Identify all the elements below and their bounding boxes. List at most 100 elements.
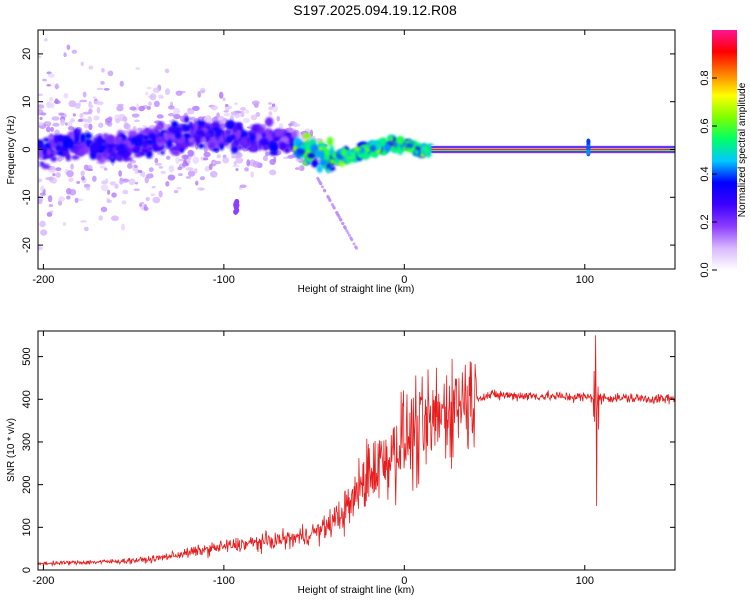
spectrogram-cell [211,121,221,129]
spectrogram-cell [58,112,65,116]
spectrogram-cell [150,193,156,196]
spectrogram-cell [149,173,154,178]
spectrogram-cell [95,136,104,146]
spectrogram-cell [96,106,101,114]
spectrogram-cell [234,102,238,105]
spectrogram-cell [100,80,105,85]
spectrogram-cell [337,215,341,219]
spectrogram-cell [105,134,116,145]
spectrogram-cell [174,130,182,139]
spectrogram-cell [208,142,216,149]
spectrogram-cell [230,111,238,116]
spectrogram-cell [259,138,269,147]
spectrogram-cell [165,181,170,187]
spectrogram-cell [133,188,140,192]
spectrogram-cell [181,124,192,132]
spectrogram-cell [218,133,225,144]
spectrogram-cell [77,148,85,157]
spectrogram-cell [81,176,86,181]
spectrogram-cell [268,106,274,111]
spectrogram-cell [83,226,89,232]
spectrogram-y-tick-label: 10 [21,96,33,108]
spectrogram-cell [227,105,233,110]
spectrogram-cell [223,141,229,147]
spectrogram-cell [231,141,238,148]
spectrogram-cell [64,122,68,126]
spectrogram-cell [204,135,210,143]
snr-y-tick-label: 100 [21,518,33,536]
spectrogram-cell [38,149,45,158]
spectrogram-cell [353,147,361,152]
spectrogram-cell [46,83,52,87]
spectrogram-cell [48,166,57,173]
spectrogram-cell [71,154,80,160]
spectrogram-cell [58,196,65,202]
spectrogram-cell [136,141,144,146]
spectrogram-cell [249,133,256,142]
spectrogram-cell [82,111,91,115]
spectrogram-cell [240,107,246,111]
spectrogram-cell [326,136,334,147]
snr-x-tick-label: 0 [401,575,407,587]
spectrogram-cell [263,144,268,151]
spectrogram-cell [244,109,250,114]
spectrogram-cell [246,159,251,167]
spectrogram-y-ticks: -20 -10 0 10 20 [21,48,675,253]
spectrogram-cell [46,211,53,217]
spectrogram-cell [182,161,186,167]
spectrogram-cell [39,192,47,197]
colorbar-tick-label: 0.0 [699,262,711,277]
spectrogram-cell [156,114,164,119]
spectrogram-cell [89,104,94,109]
spectrogram-cell [327,197,331,201]
snr-x-axis-label: Height of straight line (km) [298,585,415,596]
spectrogram-cell [192,156,200,164]
spectrogram-cell [152,87,160,94]
spectrogram-cell [62,150,68,156]
spectrogram-cell [284,147,290,154]
spectrogram-cell [96,87,104,91]
spectrogram-cell [55,167,62,172]
spectrogram-cell [103,87,110,91]
spectrogram-cell [134,152,142,158]
spectrogram-cell [210,105,218,111]
spectrogram-cell [79,112,84,118]
spectrogram-cell [271,145,278,152]
spectrogram-cell [38,93,43,97]
spectrogram-cell [219,142,224,151]
spectrogram-cell [154,157,159,164]
spectrogram-cell [130,138,136,145]
spectrogram-cell [201,136,207,144]
spectrogram-cell [167,112,175,117]
spectrogram-cell [216,154,222,159]
spectrogram-cell [364,143,370,148]
spectrogram-y-tick-label: -10 [21,189,33,205]
spectrogram-cell [186,159,191,164]
spectrogram-cell [66,195,71,200]
colorbar-gradient [712,30,737,270]
colorbar-ticks: 0.0 0.2 0.4 0.6 0.8 [699,70,717,278]
spectrogram-cell [101,67,105,73]
spectrogram-cell [185,176,191,179]
spectrogram-cell [54,83,59,90]
spectrogram-cell [199,87,206,94]
spectrogram-cell [109,181,116,186]
snr-x-tick-label: -100 [213,575,235,587]
spectrogram-cell [106,159,110,163]
spectrogram-cell [156,150,161,156]
spectrogram-cell [143,203,148,211]
spectrogram-cell [80,220,87,223]
spectrogram-cell [235,157,244,164]
spectrogram-cell [148,132,156,138]
spectrogram-cell [166,139,173,149]
spectrogram-cell [88,65,94,70]
spectrogram-cell [414,149,419,156]
spectrogram-cell [52,122,60,127]
spectrogram-cell [92,175,97,182]
spectrogram-cell [199,176,206,181]
snr-y-axis-label: SNR (10 * v/v) [6,418,17,482]
spectrogram-cell [225,104,229,107]
spectrogram-cell [279,143,287,149]
spectrogram-cell [115,118,121,124]
spectrogram-cell [250,171,254,178]
